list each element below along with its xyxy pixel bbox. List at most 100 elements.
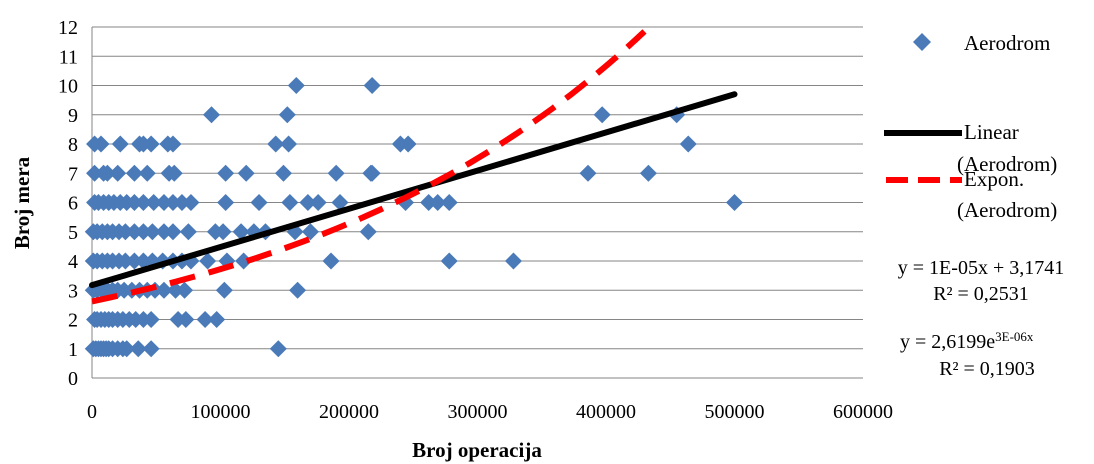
r2-linear-text: R² = 0,2531 [933,283,1029,305]
data-point [125,252,143,270]
x-tick-labels: 0 100000 200000 300000 400000 500000 600000 [87,401,893,423]
y-tick-label: 12 [58,17,78,39]
data-point [125,164,143,182]
data-point [420,194,438,211]
data-point [142,135,160,153]
data-point [274,164,292,182]
data-point [281,194,299,211]
x-tick-label: 500000 [705,401,765,423]
data-point [134,223,152,241]
legend-label-expon-2: (Aerodrom) [957,198,1057,222]
r2-expon-text: R² = 0,1903 [939,358,1035,380]
y-axis-title: Broj mera [10,156,34,249]
data-point [177,311,195,328]
data-point [235,252,253,270]
data-point [111,135,129,153]
data-point [109,164,127,182]
data-point [182,194,200,211]
data-point [142,340,160,358]
data-point [726,194,743,211]
legend-item-linear: Linear (Aerodrom) [884,120,1057,176]
x-tick-label: 300000 [448,401,508,423]
data-point [125,223,143,241]
data-point [237,164,255,182]
data-point [134,194,152,211]
y-tick-label: 3 [68,280,78,302]
legend-label-aerodrom: Aerodrom [964,31,1050,55]
data-point [299,194,317,211]
scatter-points [84,77,743,358]
data-point [269,340,287,358]
data-point [331,194,349,211]
x-tick-label: 200000 [319,401,379,423]
y-tick-label: 11 [59,46,78,68]
equation-expon-text: y = 2,6199e3E-06x [900,329,1034,354]
data-point [214,223,232,241]
trendline-exponential [91,29,647,305]
trendline-linear [89,91,738,289]
data-point [199,252,217,270]
data-point [208,311,226,328]
data-point [278,106,296,124]
data-point [196,311,214,328]
data-point [155,194,173,211]
data-point [440,194,458,211]
data-point [142,311,160,328]
data-point [143,223,161,241]
data-point [134,252,152,270]
data-point [155,281,173,299]
data-point [116,252,134,270]
y-tick-label: 0 [68,368,78,390]
data-point [92,135,110,153]
data-point [164,223,182,241]
x-axis-title: Broj operacija [412,438,542,462]
legend-label-linear-1: Linear [964,120,1019,144]
data-point [287,77,305,94]
data-point [173,194,191,211]
data-point [504,252,522,270]
legend-label-linear-2: (Aerodrom) [957,152,1057,176]
data-point [359,223,377,241]
data-point [217,194,235,211]
data-point [363,164,381,182]
data-point [138,164,156,182]
data-point [267,135,285,153]
data-point [250,194,268,211]
grid [92,26,863,350]
data-point [215,281,233,299]
y-tick-label: 1 [68,339,78,361]
equation-linear: y = 1E-05x + 3,1741 R² = 0,2531 [898,257,1064,305]
data-point [155,223,173,241]
data-point [164,135,182,153]
data-point [639,164,657,182]
y-tick-label: 4 [68,251,78,273]
data-point [145,194,163,211]
equation-expon: y = 2,6199e3E-06x R² = 0,1903 [900,329,1035,381]
data-point [86,164,104,182]
data-point [593,106,611,124]
data-point [118,340,136,358]
data-point [98,164,116,182]
y-tick-label: 6 [68,193,78,215]
data-point [327,164,345,182]
data-point [289,281,307,299]
y-tick-label: 10 [58,76,78,98]
x-tick-label: 0 [87,401,97,423]
y-tick-label: 8 [68,134,78,156]
data-point [309,194,327,211]
data-point [164,194,182,211]
legend-label-expon-1: Expon. [964,167,1024,191]
data-point [167,281,185,299]
data-point [679,135,697,153]
legend-item-aerodrom: Aerodrom [913,31,1050,55]
data-point [203,106,221,124]
legend-marker-diamond [913,33,931,51]
data-point [165,164,183,182]
data-point [301,223,319,241]
data-point [129,340,147,358]
data-point [399,135,417,153]
data-point [125,194,143,211]
data-point [232,223,250,241]
